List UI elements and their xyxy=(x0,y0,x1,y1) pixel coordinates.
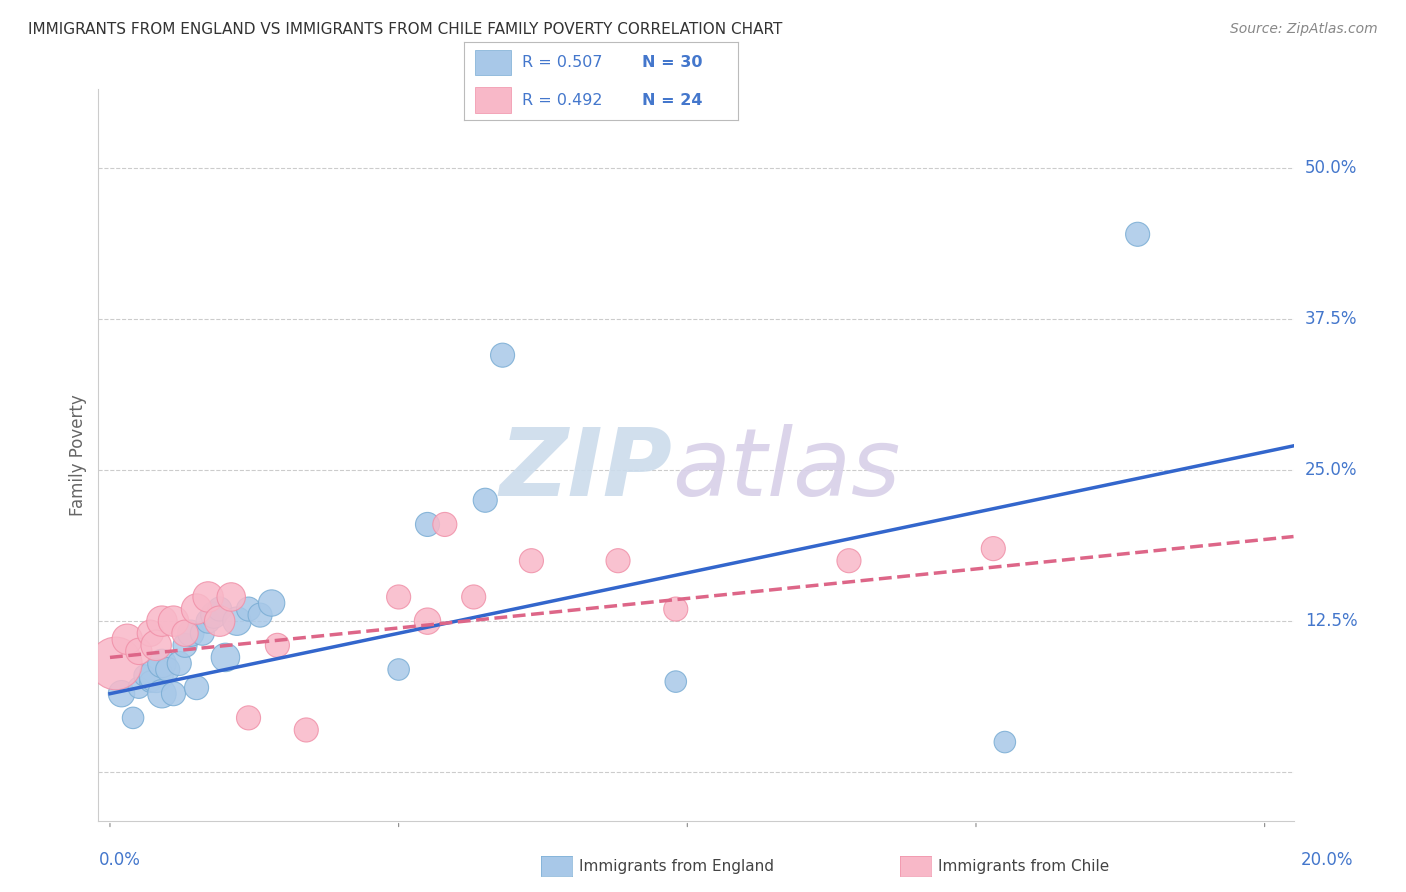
Point xyxy=(214,650,236,665)
Point xyxy=(433,517,456,532)
Point xyxy=(226,614,249,628)
Point xyxy=(249,608,271,623)
Point xyxy=(520,554,543,568)
Point xyxy=(266,638,288,652)
Point xyxy=(665,674,688,689)
Point xyxy=(191,626,214,640)
Text: Source: ZipAtlas.com: Source: ZipAtlas.com xyxy=(1230,22,1378,37)
Point xyxy=(219,590,242,604)
Text: atlas: atlas xyxy=(672,424,900,515)
Point xyxy=(388,663,411,677)
Point xyxy=(186,602,208,616)
Point xyxy=(295,723,318,737)
Point xyxy=(139,626,162,640)
Text: 25.0%: 25.0% xyxy=(1305,461,1357,479)
Text: 0.0%: 0.0% xyxy=(98,851,141,869)
Point xyxy=(134,668,156,682)
Point xyxy=(994,735,1017,749)
Point xyxy=(388,590,411,604)
Point xyxy=(981,541,1004,556)
Point xyxy=(238,711,260,725)
Point xyxy=(162,614,184,628)
Point xyxy=(1126,227,1149,242)
Text: Immigrants from England: Immigrants from England xyxy=(579,859,775,873)
Point xyxy=(145,668,167,682)
FancyBboxPatch shape xyxy=(475,50,510,75)
Text: N = 30: N = 30 xyxy=(643,54,703,70)
Point xyxy=(197,614,219,628)
Point xyxy=(180,626,202,640)
Point xyxy=(208,602,231,616)
Point xyxy=(150,657,173,671)
Point xyxy=(174,638,197,652)
Point xyxy=(162,687,184,701)
Point xyxy=(260,596,283,610)
Point xyxy=(167,657,190,671)
Point xyxy=(128,681,150,695)
Text: 12.5%: 12.5% xyxy=(1305,612,1357,630)
Point xyxy=(186,681,208,695)
Point xyxy=(150,614,173,628)
Point xyxy=(463,590,485,604)
Point xyxy=(416,517,439,532)
Y-axis label: Family Poverty: Family Poverty xyxy=(69,394,87,516)
Point xyxy=(838,554,860,568)
Point xyxy=(238,602,260,616)
Point xyxy=(104,657,127,671)
Text: ZIP: ZIP xyxy=(499,424,672,516)
Point xyxy=(128,644,150,658)
Point xyxy=(156,663,179,677)
Point xyxy=(117,632,139,647)
FancyBboxPatch shape xyxy=(475,87,510,112)
Text: 50.0%: 50.0% xyxy=(1305,159,1357,177)
Point xyxy=(174,626,197,640)
Text: R = 0.492: R = 0.492 xyxy=(522,93,602,108)
Point xyxy=(110,687,132,701)
Text: IMMIGRANTS FROM ENGLAND VS IMMIGRANTS FROM CHILE FAMILY POVERTY CORRELATION CHAR: IMMIGRANTS FROM ENGLAND VS IMMIGRANTS FR… xyxy=(28,22,783,37)
Point xyxy=(607,554,630,568)
Point xyxy=(665,602,688,616)
Point xyxy=(208,614,231,628)
Point xyxy=(122,711,145,725)
Point xyxy=(150,687,173,701)
Text: 20.0%: 20.0% xyxy=(1301,851,1353,869)
Text: 37.5%: 37.5% xyxy=(1305,310,1357,328)
Point xyxy=(197,590,219,604)
Point xyxy=(139,674,162,689)
Text: Immigrants from Chile: Immigrants from Chile xyxy=(938,859,1109,873)
Point xyxy=(145,638,167,652)
Point xyxy=(491,348,513,362)
Point xyxy=(416,614,439,628)
Text: N = 24: N = 24 xyxy=(643,93,703,108)
Point xyxy=(474,493,496,508)
Text: R = 0.507: R = 0.507 xyxy=(522,54,602,70)
Point xyxy=(202,608,225,623)
